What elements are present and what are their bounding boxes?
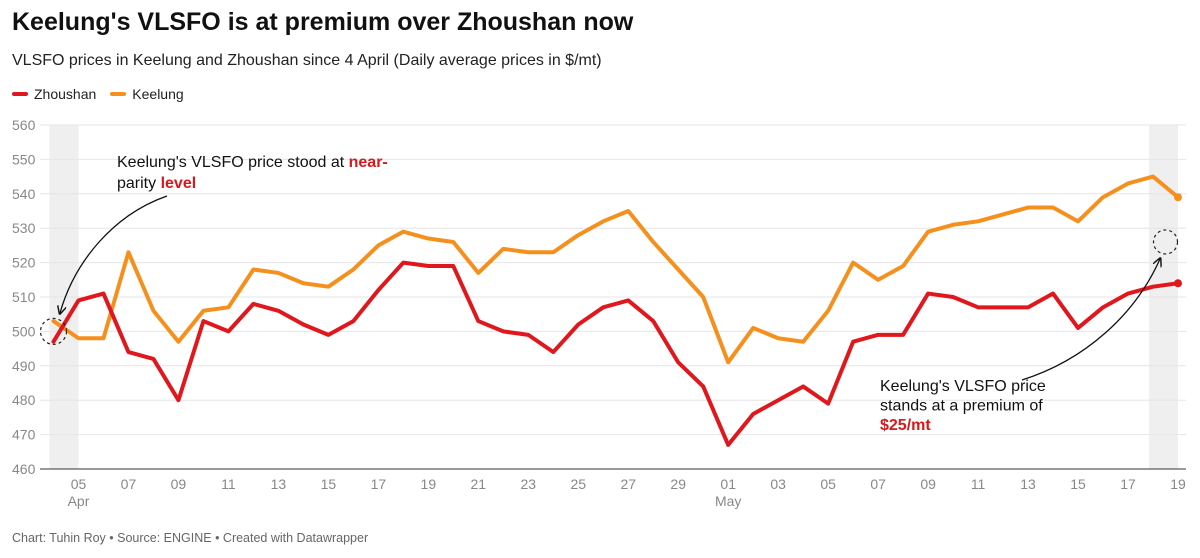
x-tick-label: 17 bbox=[371, 476, 387, 492]
legend: Zhoushan Keelung bbox=[12, 86, 184, 102]
annotation-text: Keelung's VLSFO price stands at a premium… bbox=[880, 378, 1046, 434]
x-tick-label: 11 bbox=[971, 476, 986, 492]
legend-item-zhoushan: Zhoushan bbox=[12, 86, 96, 102]
y-tick-label: 550 bbox=[12, 151, 36, 167]
y-tick-label: 540 bbox=[12, 186, 36, 202]
x-tick-label: 21 bbox=[471, 476, 487, 492]
x-tick-month-label: Apr bbox=[68, 493, 90, 509]
legend-item-keelung: Keelung bbox=[110, 86, 184, 102]
annotation-emphasis: $25/mt bbox=[880, 417, 931, 434]
y-tick-label: 490 bbox=[12, 358, 36, 374]
y-tick-label: 470 bbox=[12, 427, 36, 443]
x-tick-label: 11 bbox=[221, 476, 236, 492]
x-tick-label: 19 bbox=[1170, 476, 1186, 492]
x-tick-label: 03 bbox=[770, 476, 786, 492]
x-tick-label: 15 bbox=[1070, 476, 1086, 492]
x-tick-label: 23 bbox=[520, 476, 536, 492]
x-tick-label: 09 bbox=[171, 476, 187, 492]
annotation-line: parity bbox=[117, 175, 156, 192]
annotation-line: Keelung's VLSFO price stood at bbox=[117, 154, 349, 171]
legend-label-keelung: Keelung bbox=[132, 86, 184, 102]
y-tick-label: 500 bbox=[12, 323, 36, 339]
chart-title: Keelung's VLSFO is at premium over Zhous… bbox=[12, 8, 634, 36]
y-tick-label: 560 bbox=[12, 117, 36, 133]
x-tick-label: 05 bbox=[71, 476, 87, 492]
chart-footer: Chart: Tuhin Roy • Source: ENGINE • Crea… bbox=[12, 531, 369, 545]
annotation-line: stands at a premium of bbox=[880, 398, 1043, 415]
y-tick-label: 460 bbox=[12, 461, 36, 477]
x-tick-label: 19 bbox=[421, 476, 437, 492]
x-tick-label: 13 bbox=[1020, 476, 1036, 492]
annotation-line: Keelung's VLSFO price bbox=[880, 378, 1046, 395]
x-tick-label: 15 bbox=[321, 476, 337, 492]
y-tick-label: 530 bbox=[12, 220, 36, 236]
annotation-circle-parity bbox=[39, 317, 68, 345]
x-tick-label: 09 bbox=[920, 476, 936, 492]
annotation-circle-premium bbox=[1152, 229, 1179, 255]
y-tick-label: 480 bbox=[12, 392, 36, 408]
x-tick-label: 25 bbox=[570, 476, 586, 492]
annotation-arrow-premium bbox=[1021, 259, 1160, 381]
legend-swatch-keelung bbox=[110, 92, 127, 96]
x-tick-label: 07 bbox=[870, 476, 886, 492]
legend-label-zhoushan: Zhoushan bbox=[34, 86, 97, 102]
annotation-text: Keelung's VLSFO price stood at near-pari… bbox=[117, 154, 388, 192]
x-tick-label: 27 bbox=[620, 476, 636, 492]
chart-subtitle: VLSFO prices in Keelung and Zhoushan sin… bbox=[12, 52, 602, 69]
x-tick-label: 05 bbox=[820, 476, 836, 492]
end-point-keelung bbox=[1174, 193, 1182, 202]
y-tick-label: 520 bbox=[12, 255, 36, 271]
series-line-zhoushan bbox=[51, 260, 1180, 447]
x-tick-label: 17 bbox=[1120, 476, 1136, 492]
annotation-emphasis: near- bbox=[349, 154, 388, 171]
annotation-arrow-parity bbox=[60, 195, 168, 313]
x-tick-month-label: May bbox=[715, 493, 741, 509]
series-line-keelung bbox=[51, 174, 1180, 365]
x-tick-label: 29 bbox=[670, 476, 686, 492]
x-tick-label: 13 bbox=[271, 476, 287, 492]
legend-swatch-zhoushan bbox=[12, 92, 28, 96]
annotation-emphasis: level bbox=[156, 175, 196, 192]
x-tick-label: 07 bbox=[121, 476, 137, 492]
y-tick-label: 510 bbox=[12, 289, 36, 305]
x-tick-label: 01 bbox=[720, 476, 736, 492]
end-point-zhoushan bbox=[1174, 279, 1182, 288]
